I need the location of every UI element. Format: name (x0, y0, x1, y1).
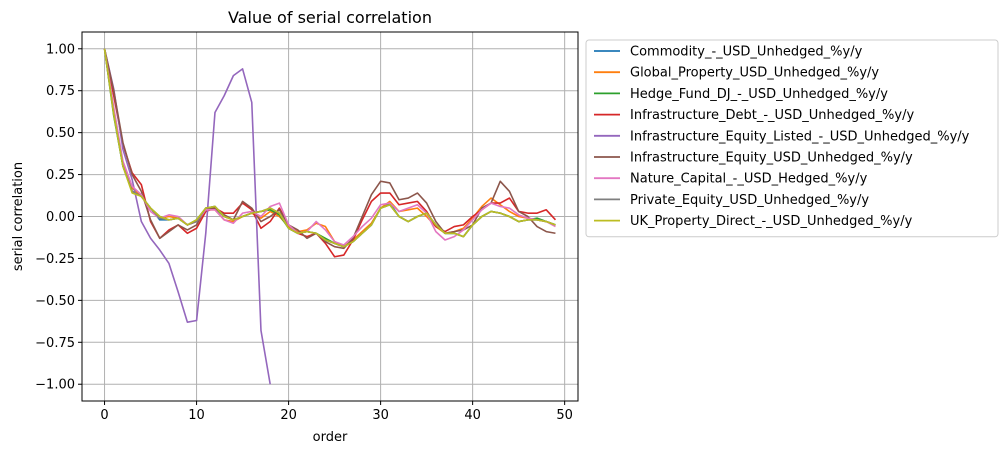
x-tick-label: 50 (556, 408, 573, 423)
series-line (103, 48, 556, 248)
legend-entry-label: Infrastructure_Debt_-_USD_Unhedged_%y/y (630, 108, 914, 123)
y-tick-label: −0.25 (35, 252, 75, 267)
legend-entry-label: Private_Equity_USD_Unhedged_%y/y (630, 193, 869, 208)
y-tick-label: −0.75 (35, 336, 75, 351)
y-tick-label: −0.50 (35, 294, 75, 309)
x-tick-label: 10 (188, 408, 205, 423)
ticks-layer: 0 10 20 30 40 50 1.00 0.75 0.50 0.25 0.00 −0.25 −0.5… (35, 42, 573, 423)
legend: Commodity_-_USD_Unhedged_%y/y Global_Prop… (585, 39, 999, 238)
chart-title: Value of serial correlation (228, 8, 432, 27)
legend-entry-label: Global_Property_USD_Unhedged_%y/y (630, 66, 879, 81)
y-axis-label: serial correlation (11, 162, 26, 271)
x-tick-label: 20 (280, 408, 297, 423)
x-tick-label: 30 (372, 408, 389, 423)
legend-entry-label: Nature_Capital_-_USD_Hedged_%y/y (630, 172, 868, 187)
series-layer (103, 48, 557, 385)
series-line (103, 48, 556, 250)
y-tick-label: 0.25 (46, 168, 75, 183)
x-tick-label: 0 (100, 408, 108, 423)
legend-entry-label: Commodity_-_USD_Unhedged_%y/y (630, 45, 863, 60)
series-line (103, 48, 556, 246)
x-tick-label: 40 (464, 408, 481, 423)
y-tick-label: 0.75 (46, 84, 75, 99)
y-tick-label: −1.00 (35, 378, 75, 393)
legend-entry-label: Hedge_Fund_DJ_-_USD_Unhedged_%y/y (630, 87, 888, 102)
legend-entry-label: Infrastructure_Equity_Listed_-_USD_Unhed… (630, 129, 970, 144)
series-line (103, 48, 271, 385)
y-tick-label: 0.00 (46, 210, 75, 225)
y-tick-label: 0.50 (46, 126, 75, 141)
legend-box (585, 39, 999, 238)
x-axis-label: order (313, 430, 348, 445)
legend-entry-label: UK_Property_Direct_-_USD_Unhedged_%y/y (630, 214, 913, 229)
y-tick-label: 1.00 (46, 42, 75, 57)
legend-entry-label: Infrastructure_Equity_USD_Unhedged_%y/y (630, 151, 913, 166)
series-line (103, 48, 556, 248)
series-line (103, 48, 557, 258)
